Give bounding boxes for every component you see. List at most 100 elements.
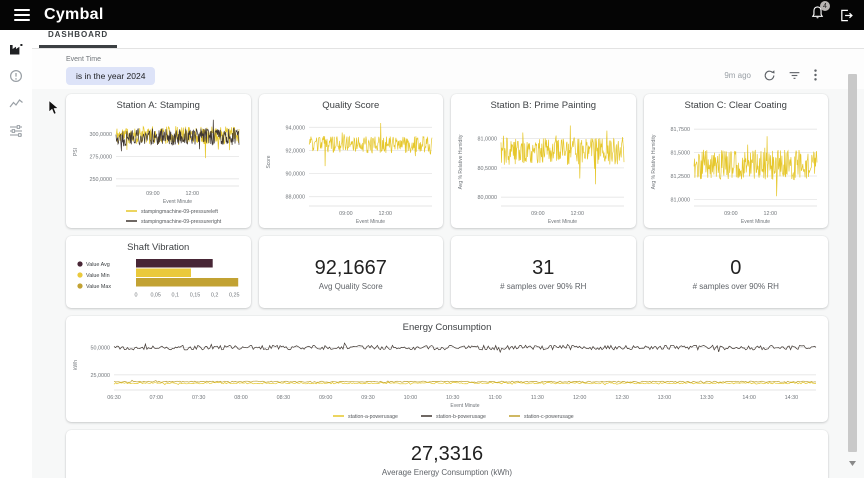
- vertical-scrollbar[interactable]: [848, 72, 857, 470]
- scrollbar-down-arrow[interactable]: [848, 459, 857, 468]
- svg-text:80,0000: 80,0000: [478, 195, 498, 201]
- svg-text:stampingmachine-09-pressurerig: stampingmachine-09-pressureright: [141, 219, 222, 225]
- svg-text:09:00: 09:00: [339, 211, 353, 217]
- svg-text:81,5000: 81,5000: [670, 151, 690, 157]
- tile-samples-over-90rh-b: 31 # samples over 90% RH: [451, 236, 636, 308]
- svg-text:Value Max: Value Max: [86, 284, 111, 290]
- event-time-filter-chip[interactable]: is in the year 2024: [66, 67, 156, 85]
- logout-icon: [841, 9, 853, 21]
- quality-score-line-chart[interactable]: 94,0000 92,0000 90,0000 88,0000 Score 09:00 12…: [263, 112, 440, 228]
- more-actions-button[interactable]: [813, 68, 818, 82]
- svg-text:12:00: 12:00: [763, 211, 777, 217]
- svg-text:station-a-powerusage: station-a-powerusage: [348, 414, 398, 420]
- tile-title: Shaft Vibration: [127, 242, 190, 253]
- svg-text:12:00: 12:00: [378, 211, 392, 217]
- info-circle-icon: [9, 69, 23, 83]
- tile-title: Energy Consumption: [402, 322, 492, 333]
- event-time-filter: Event Time is in the year 2024: [66, 56, 156, 85]
- svg-text:94,0000: 94,0000: [285, 125, 305, 131]
- trend-line-icon: [9, 98, 23, 107]
- tile-shaft-vibration: Shaft Vibration Value Avg Value Min Value …: [66, 236, 251, 308]
- svg-text:07:30: 07:30: [192, 395, 206, 401]
- svg-text:station-c-powerusage: station-c-powerusage: [524, 414, 574, 420]
- svg-text:0: 0: [135, 293, 138, 299]
- topbar: Cymbal 4: [0, 0, 864, 30]
- svg-text:07:00: 07:00: [150, 395, 164, 401]
- chevron-down-icon: [849, 461, 856, 466]
- refresh-icon: [764, 69, 775, 80]
- svg-text:11:30: 11:30: [531, 395, 544, 401]
- svg-text:09:30: 09:30: [361, 395, 375, 401]
- svg-text:250,0000: 250,0000: [90, 177, 112, 183]
- bell-icon: [811, 6, 824, 19]
- svg-text:14:30: 14:30: [785, 395, 799, 401]
- kpi-label: Average Energy Consumption (kWh): [381, 468, 513, 477]
- dashboard-toolbar: 9m ago: [724, 65, 818, 85]
- svg-text:08:30: 08:30: [277, 395, 291, 401]
- svg-text:12:00: 12:00: [573, 395, 587, 401]
- tile-title: Station C: Clear Coating: [684, 100, 787, 111]
- station-a-line-chart[interactable]: 300,0000 275,0000 250,0000 PSI 09:00 12:00 Eve…: [70, 112, 247, 228]
- svg-text:50,0000: 50,0000: [91, 346, 111, 352]
- tile-samples-over-90rh-c: 0 # samples over 90% RH: [643, 236, 828, 308]
- sidebar-item-trends[interactable]: [5, 94, 27, 112]
- kpi-label: # samples over 90% RH: [692, 282, 779, 291]
- svg-text:Event Minute: Event Minute: [450, 403, 479, 409]
- tab-dashboard[interactable]: DASHBOARD: [39, 30, 118, 48]
- svg-text:0,2: 0,2: [211, 293, 219, 299]
- svg-text:Value Avg: Value Avg: [86, 262, 110, 268]
- filter-lines-icon: [789, 71, 800, 79]
- svg-text:station-b-powerusage: station-b-powerusage: [436, 414, 486, 420]
- sidebar-item-factory-dashboard[interactable]: [5, 40, 27, 58]
- svg-text:09:00: 09:00: [146, 191, 160, 197]
- svg-text:0,25: 0,25: [229, 293, 240, 299]
- dashboard-filters-button[interactable]: [788, 69, 801, 82]
- svg-text:09:00: 09:00: [319, 395, 333, 401]
- hamburger-menu-icon[interactable]: [14, 9, 30, 21]
- filter-label: Event Time: [66, 56, 102, 63]
- sign-out-button[interactable]: [839, 8, 854, 23]
- svg-text:14:00: 14:00: [742, 395, 756, 401]
- svg-text:81,0000: 81,0000: [670, 197, 690, 203]
- svg-text:0,1: 0,1: [172, 293, 180, 299]
- svg-text:25,0000: 25,0000: [91, 373, 111, 379]
- svg-text:12:00: 12:00: [186, 191, 200, 197]
- dashboard-grid: Station A: Stamping 300,0000 275,0000 250,…: [32, 89, 864, 478]
- tile-station-b-prime-painting: Station B: Prime Painting 81,0000 80,5000…: [451, 94, 636, 228]
- svg-text:Value Min: Value Min: [86, 273, 110, 279]
- svg-text:80,5000: 80,5000: [478, 166, 498, 172]
- refresh-button[interactable]: [763, 69, 776, 82]
- svg-text:Score: Score: [266, 155, 272, 168]
- svg-text:13:30: 13:30: [700, 395, 714, 401]
- svg-text:Event Minute: Event Minute: [740, 219, 769, 225]
- left-sidebar: [0, 30, 32, 478]
- scrollbar-thumb[interactable]: [848, 74, 857, 452]
- svg-text:09:00: 09:00: [531, 211, 545, 217]
- notifications-button[interactable]: 4: [810, 1, 830, 25]
- svg-text:Avg % Relative Humidity: Avg % Relative Humidity: [458, 134, 464, 189]
- notification-count-badge: 4: [820, 1, 830, 11]
- sidebar-item-alerts[interactable]: [5, 67, 27, 85]
- kpi-value: 0: [730, 257, 742, 279]
- svg-text:13:00: 13:00: [658, 395, 672, 401]
- tile-title: Station B: Prime Painting: [490, 100, 597, 111]
- kebab-menu-icon: [814, 69, 817, 81]
- svg-text:81,0000: 81,0000: [478, 137, 498, 143]
- dashboard-filter-bar: Event Time is in the year 2024 9m ago: [32, 49, 864, 89]
- tile-quality-score: Quality Score 94,0000 92,0000 90,0000 88,00…: [258, 94, 443, 228]
- tile-station-c-clear-coating: Station C: Clear Coating 81,7500 81,5000 8…: [643, 94, 828, 228]
- kpi-value: 92,1667: [314, 257, 387, 279]
- tune-sliders-icon: [10, 124, 22, 137]
- kpi-value: 31: [532, 257, 555, 279]
- svg-text:kWh: kWh: [73, 360, 79, 370]
- station-b-line-chart[interactable]: 81,0000 80,5000 80,0000 Avg % Relative Humi…: [455, 112, 632, 228]
- tile-title: Station A: Stamping: [116, 100, 200, 111]
- shaft-vibration-bar-chart[interactable]: Value Avg Value Min Value Max 0 0,05 0,1 0,15 0…: [70, 254, 247, 308]
- tile-avg-energy-consumption: 27,3316 Average Energy Consumption (kWh): [66, 430, 828, 478]
- kpi-label: Avg Quality Score: [318, 282, 383, 291]
- kpi-label: # samples over 90% RH: [500, 282, 587, 291]
- sidebar-item-controls[interactable]: [5, 121, 27, 139]
- energy-consumption-line-chart[interactable]: 50,0000 25,0000 kWh 06:30 07:00 07:30 08:00 08:…: [70, 334, 824, 422]
- station-c-line-chart[interactable]: 81,7500 81,5000 81,2500 81,0000 Avg % Relati…: [648, 112, 825, 228]
